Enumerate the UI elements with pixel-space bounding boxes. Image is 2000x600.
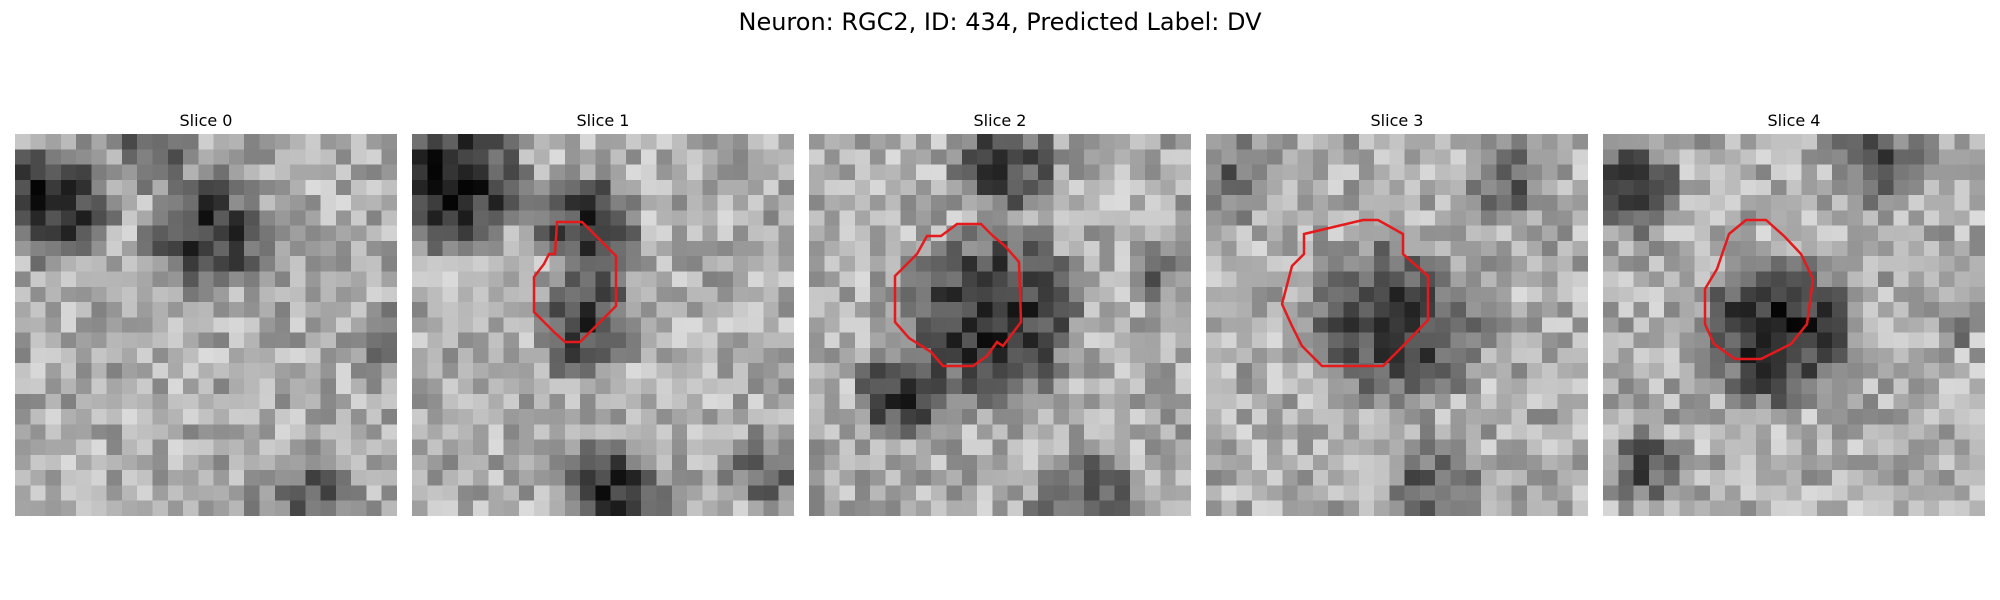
roi-contour (1703, 218, 1815, 361)
pixel-grid (15, 134, 397, 516)
pixel-grid (1206, 134, 1588, 516)
slice-panel-4: Slice 4 (1603, 108, 1985, 516)
slice-title: Slice 0 (179, 111, 233, 130)
slice-panel-0: Slice 0 (15, 108, 397, 516)
figure-title: Neuron: RGC2, ID: 434, Predicted Label: … (738, 8, 1262, 36)
slice-panel-3: Slice 3 (1206, 108, 1588, 516)
pixel-grid (1603, 134, 1985, 516)
roi-contour (893, 222, 1023, 368)
slice-title: Slice 3 (1370, 111, 1424, 130)
slice-image (412, 134, 794, 516)
roi-contour (532, 220, 618, 344)
slice-title: Slice 4 (1767, 111, 1821, 130)
slice-title: Slice 1 (576, 111, 630, 130)
slice-title: Slice 2 (973, 111, 1027, 130)
slice-panel-1: Slice 1 (412, 108, 794, 516)
slice-image (15, 134, 397, 516)
slice-image (1206, 134, 1588, 516)
slice-image (1603, 134, 1985, 516)
slice-panel-2: Slice 2 (809, 108, 1191, 516)
roi-contour (1280, 218, 1430, 368)
pixel-grid (809, 134, 1191, 516)
pixel-grid (412, 134, 794, 516)
slice-image (809, 134, 1191, 516)
